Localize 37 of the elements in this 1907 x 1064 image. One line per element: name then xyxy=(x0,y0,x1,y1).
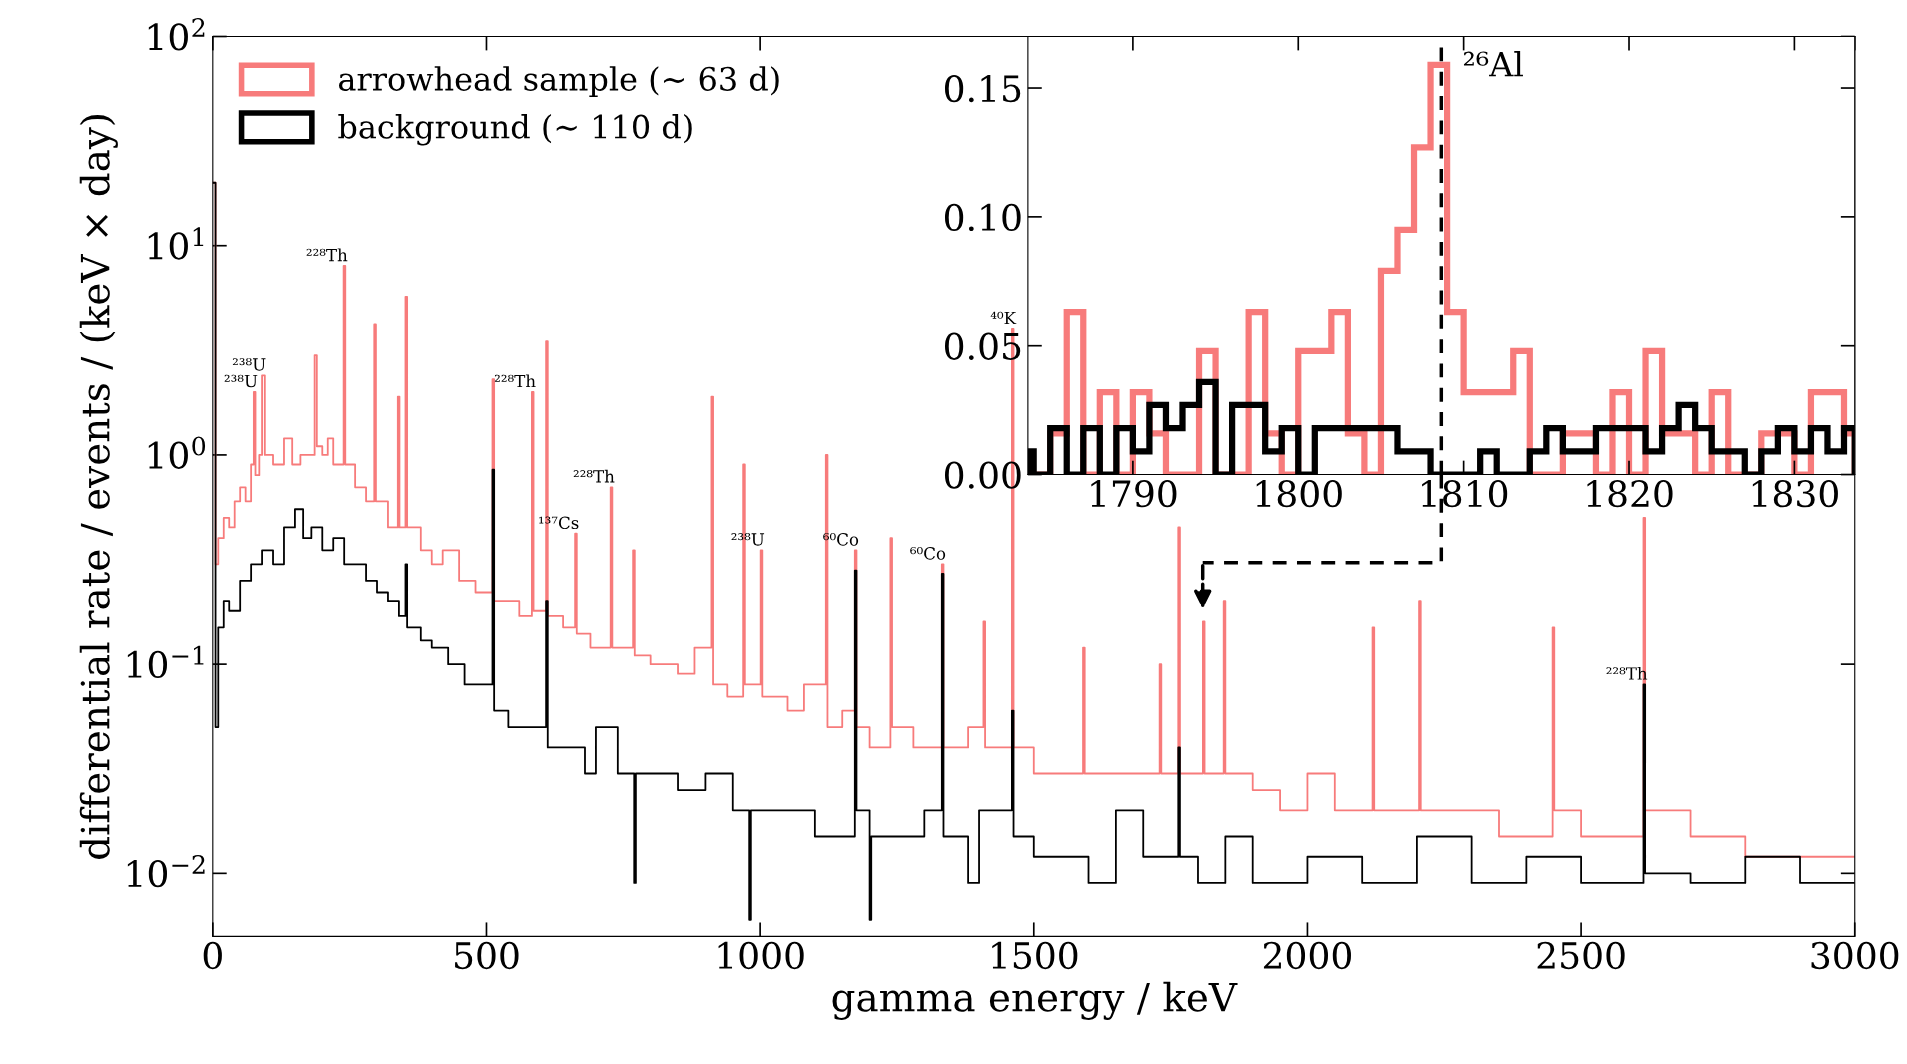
annotation: ²²⁸Th xyxy=(494,374,536,388)
x-tick-label: 3000 xyxy=(1811,941,1899,970)
y-tick-label: 10$^{0}$ xyxy=(148,436,206,469)
annotation: ²³⁸U xyxy=(232,358,266,371)
x-tick-label: 1000 xyxy=(718,941,804,970)
x-tick-label: 1800 xyxy=(1256,480,1342,508)
x-tick-label: 500 xyxy=(455,941,519,970)
y-tick-label: 10$^{2}$ xyxy=(148,18,205,51)
y-tick-label: 0.15 xyxy=(944,74,1021,103)
y-tick-label: 0.00 xyxy=(944,461,1021,489)
annotation: ⁶⁰Co xyxy=(823,533,859,546)
annotation: ²²⁸Th xyxy=(573,469,615,483)
x-tick-label: 2000 xyxy=(1263,941,1351,970)
y-tick-label: 10$^{1}$ xyxy=(148,227,204,260)
x-axis-title: gamma energy / keV xyxy=(832,981,1238,1020)
y-tick-label: 10$^{−1}$ xyxy=(127,645,204,679)
x-tick-label: 1500 xyxy=(992,941,1078,970)
x-tick-label: 1810 xyxy=(1422,480,1508,508)
annotation: ²²⁸Th xyxy=(306,248,348,262)
x-tick-label: 1820 xyxy=(1587,480,1673,508)
annotation: ²³⁸U xyxy=(731,533,765,546)
annotation: ²³⁸U xyxy=(224,374,258,388)
annotation: ⁴⁰K xyxy=(990,311,1017,325)
annotation: ¹³⁷Cs xyxy=(539,516,579,530)
legend-label: arrowhead sample (∼ 63 d) xyxy=(339,66,779,98)
legend-label: background (∼ 110 d) xyxy=(338,114,692,146)
annotation: ⁶⁰Co xyxy=(910,547,946,560)
y-tick-label: 10$^{−2}$ xyxy=(127,854,205,888)
y-tick-label: 0.05 xyxy=(944,332,1021,360)
x-tick-label: 0 xyxy=(203,941,222,970)
x-tick-label: 2500 xyxy=(1537,941,1625,970)
x-tick-label: 1790 xyxy=(1091,480,1177,508)
y-tick-label: 0.10 xyxy=(944,203,1021,232)
y-axis-title: differential rate / events / (keV × day) xyxy=(79,115,118,859)
x-tick-label: 1830 xyxy=(1752,480,1838,508)
annotation: ²²⁸Th xyxy=(1606,666,1648,680)
ref-line-label: ²⁶Al xyxy=(1463,51,1523,77)
